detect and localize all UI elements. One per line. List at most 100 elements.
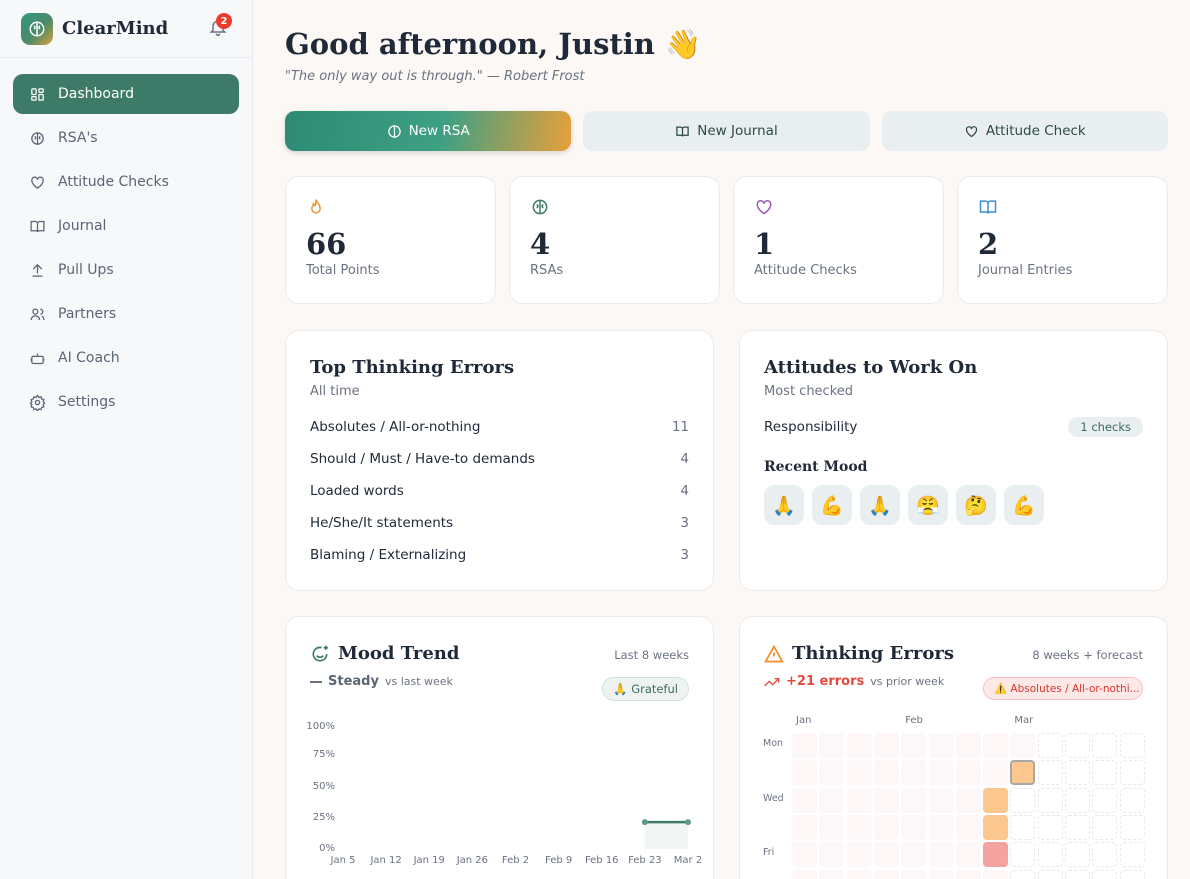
heatmap-cell[interactable] bbox=[983, 869, 1009, 879]
heatmap-cell[interactable] bbox=[1065, 869, 1090, 879]
heatmap-cell[interactable] bbox=[1119, 842, 1145, 868]
sidebar-item-rsa-s[interactable]: RSA's bbox=[13, 118, 239, 158]
thinking-error-row[interactable]: He/She/It statements 3 bbox=[310, 507, 689, 539]
heatmap-cell[interactable] bbox=[928, 733, 954, 758]
sidebar-item-attitude-checks[interactable]: Attitude Checks bbox=[13, 162, 239, 202]
heatmap-cell[interactable] bbox=[1119, 733, 1145, 758]
heatmap-cell[interactable] bbox=[846, 842, 872, 868]
data-point[interactable] bbox=[685, 819, 691, 826]
heatmap-cell[interactable] bbox=[901, 869, 927, 879]
heatmap-cell[interactable] bbox=[873, 787, 899, 813]
mood-emoji[interactable]: 🙏 bbox=[860, 485, 900, 525]
thinking-error-row[interactable]: Loaded words 4 bbox=[310, 475, 689, 507]
heatmap-cell[interactable] bbox=[983, 814, 1009, 840]
stat-card[interactable]: 1 Attitude Checks bbox=[733, 176, 944, 304]
heatmap-cell[interactable] bbox=[1065, 733, 1090, 758]
mood-emoji[interactable]: 😤 bbox=[908, 485, 948, 525]
heatmap-cell[interactable] bbox=[819, 869, 845, 879]
heatmap-cell[interactable] bbox=[792, 814, 817, 840]
heatmap-cell[interactable] bbox=[1119, 787, 1145, 813]
heatmap-cell[interactable] bbox=[792, 787, 817, 813]
heatmap-cell[interactable] bbox=[928, 869, 954, 879]
stat-card[interactable]: 66 Total Points bbox=[285, 176, 496, 304]
heatmap-cell[interactable] bbox=[1092, 842, 1118, 868]
heatmap-cell[interactable] bbox=[873, 869, 899, 879]
thinking-error-row[interactable]: Absolutes / All-or-nothing 11 bbox=[310, 411, 689, 443]
heatmap-cell[interactable] bbox=[1010, 814, 1036, 840]
heatmap-cell[interactable] bbox=[1092, 760, 1118, 786]
heatmap-cell[interactable] bbox=[846, 869, 872, 879]
sidebar-item-settings[interactable]: Settings bbox=[13, 382, 239, 422]
heatmap-cell[interactable] bbox=[983, 787, 1009, 813]
heatmap-cell[interactable] bbox=[873, 814, 899, 840]
heatmap-cell[interactable] bbox=[819, 787, 845, 813]
stat-card[interactable]: 4 RSAs bbox=[509, 176, 720, 304]
heatmap-cell[interactable] bbox=[901, 760, 927, 786]
stat-card[interactable]: 2 Journal Entries bbox=[957, 176, 1168, 304]
heatmap-cell[interactable] bbox=[873, 733, 899, 758]
heatmap-cell[interactable] bbox=[1119, 760, 1145, 786]
heatmap-cell[interactable] bbox=[983, 733, 1009, 758]
heatmap-cell[interactable] bbox=[1119, 814, 1145, 840]
heatmap-cell[interactable] bbox=[955, 842, 981, 868]
heatmap-cell[interactable] bbox=[928, 760, 954, 786]
attitude-check-button[interactable]: Attitude Check bbox=[881, 111, 1168, 151]
heatmap-cell[interactable] bbox=[901, 733, 927, 758]
heatmap-cell[interactable] bbox=[928, 814, 954, 840]
heatmap-cell[interactable] bbox=[983, 842, 1009, 868]
heatmap-cell[interactable] bbox=[928, 787, 954, 813]
mood-emoji[interactable]: 💪 bbox=[1004, 485, 1044, 525]
heatmap-cell[interactable] bbox=[1037, 733, 1063, 758]
heatmap-cell[interactable] bbox=[901, 814, 927, 840]
heatmap-cell[interactable] bbox=[1092, 814, 1118, 840]
new-rsa-button[interactable]: New RSA bbox=[285, 111, 572, 151]
heatmap-cell[interactable] bbox=[955, 869, 981, 879]
heatmap-cell[interactable] bbox=[983, 760, 1009, 786]
heatmap-cell[interactable] bbox=[819, 760, 845, 786]
heatmap-cell[interactable] bbox=[1010, 733, 1036, 758]
heatmap-cell[interactable] bbox=[819, 733, 845, 758]
heatmap-cell[interactable] bbox=[1092, 787, 1118, 813]
heatmap-cell[interactable] bbox=[955, 760, 981, 786]
heatmap-cell[interactable] bbox=[1065, 814, 1090, 840]
heatmap-cell[interactable] bbox=[846, 787, 872, 813]
thinking-error-row[interactable]: Should / Must / Have-to demands 4 bbox=[310, 443, 689, 475]
heatmap-cell[interactable] bbox=[955, 733, 981, 758]
heatmap-cell[interactable] bbox=[846, 760, 872, 786]
sidebar-item-pull-ups[interactable]: Pull Ups bbox=[13, 250, 239, 290]
heatmap-cell[interactable] bbox=[1092, 869, 1118, 879]
heatmap-cell[interactable] bbox=[901, 787, 927, 813]
heatmap-cell[interactable] bbox=[1037, 842, 1063, 868]
heatmap-cell[interactable] bbox=[792, 869, 817, 879]
sidebar-item-dashboard[interactable]: Dashboard bbox=[13, 74, 239, 114]
heatmap-cell[interactable] bbox=[901, 842, 927, 868]
heatmap-cell[interactable] bbox=[1037, 869, 1063, 879]
heatmap-cell[interactable] bbox=[792, 733, 817, 758]
heatmap-cell[interactable] bbox=[1092, 733, 1118, 758]
heatmap-cell[interactable] bbox=[1037, 814, 1063, 840]
heatmap-cell[interactable] bbox=[1010, 760, 1036, 786]
heatmap-cell[interactable] bbox=[873, 760, 899, 786]
new-journal-button[interactable]: New Journal bbox=[583, 111, 870, 151]
heatmap-cell[interactable] bbox=[1037, 787, 1063, 813]
heatmap-cell[interactable] bbox=[955, 787, 981, 813]
mood-emoji[interactable]: 🙏 bbox=[764, 485, 804, 525]
data-point[interactable] bbox=[641, 819, 648, 826]
sidebar-item-partners[interactable]: Partners bbox=[13, 294, 239, 334]
heatmap-cell[interactable] bbox=[1010, 869, 1036, 879]
heatmap-cell[interactable] bbox=[1010, 842, 1036, 868]
mood-emoji[interactable]: 🤔 bbox=[956, 485, 996, 525]
heatmap-cell[interactable] bbox=[1065, 842, 1090, 868]
heatmap-cell[interactable] bbox=[792, 842, 817, 868]
heatmap-cell[interactable] bbox=[792, 760, 817, 786]
mood-emoji[interactable]: 💪 bbox=[812, 485, 852, 525]
heatmap-cell[interactable] bbox=[873, 842, 899, 868]
thinking-error-row[interactable]: Blaming / Externalizing 3 bbox=[310, 539, 689, 571]
heatmap-cell[interactable] bbox=[819, 814, 845, 840]
heatmap-cell[interactable] bbox=[819, 842, 845, 868]
heatmap-cell[interactable] bbox=[846, 733, 872, 758]
heatmap-cell[interactable] bbox=[1010, 787, 1036, 813]
sidebar-item-ai-coach[interactable]: AI Coach bbox=[13, 338, 239, 378]
heatmap-cell[interactable] bbox=[1065, 787, 1090, 813]
attitude-item[interactable]: Responsibility 1 checks bbox=[764, 411, 1143, 443]
